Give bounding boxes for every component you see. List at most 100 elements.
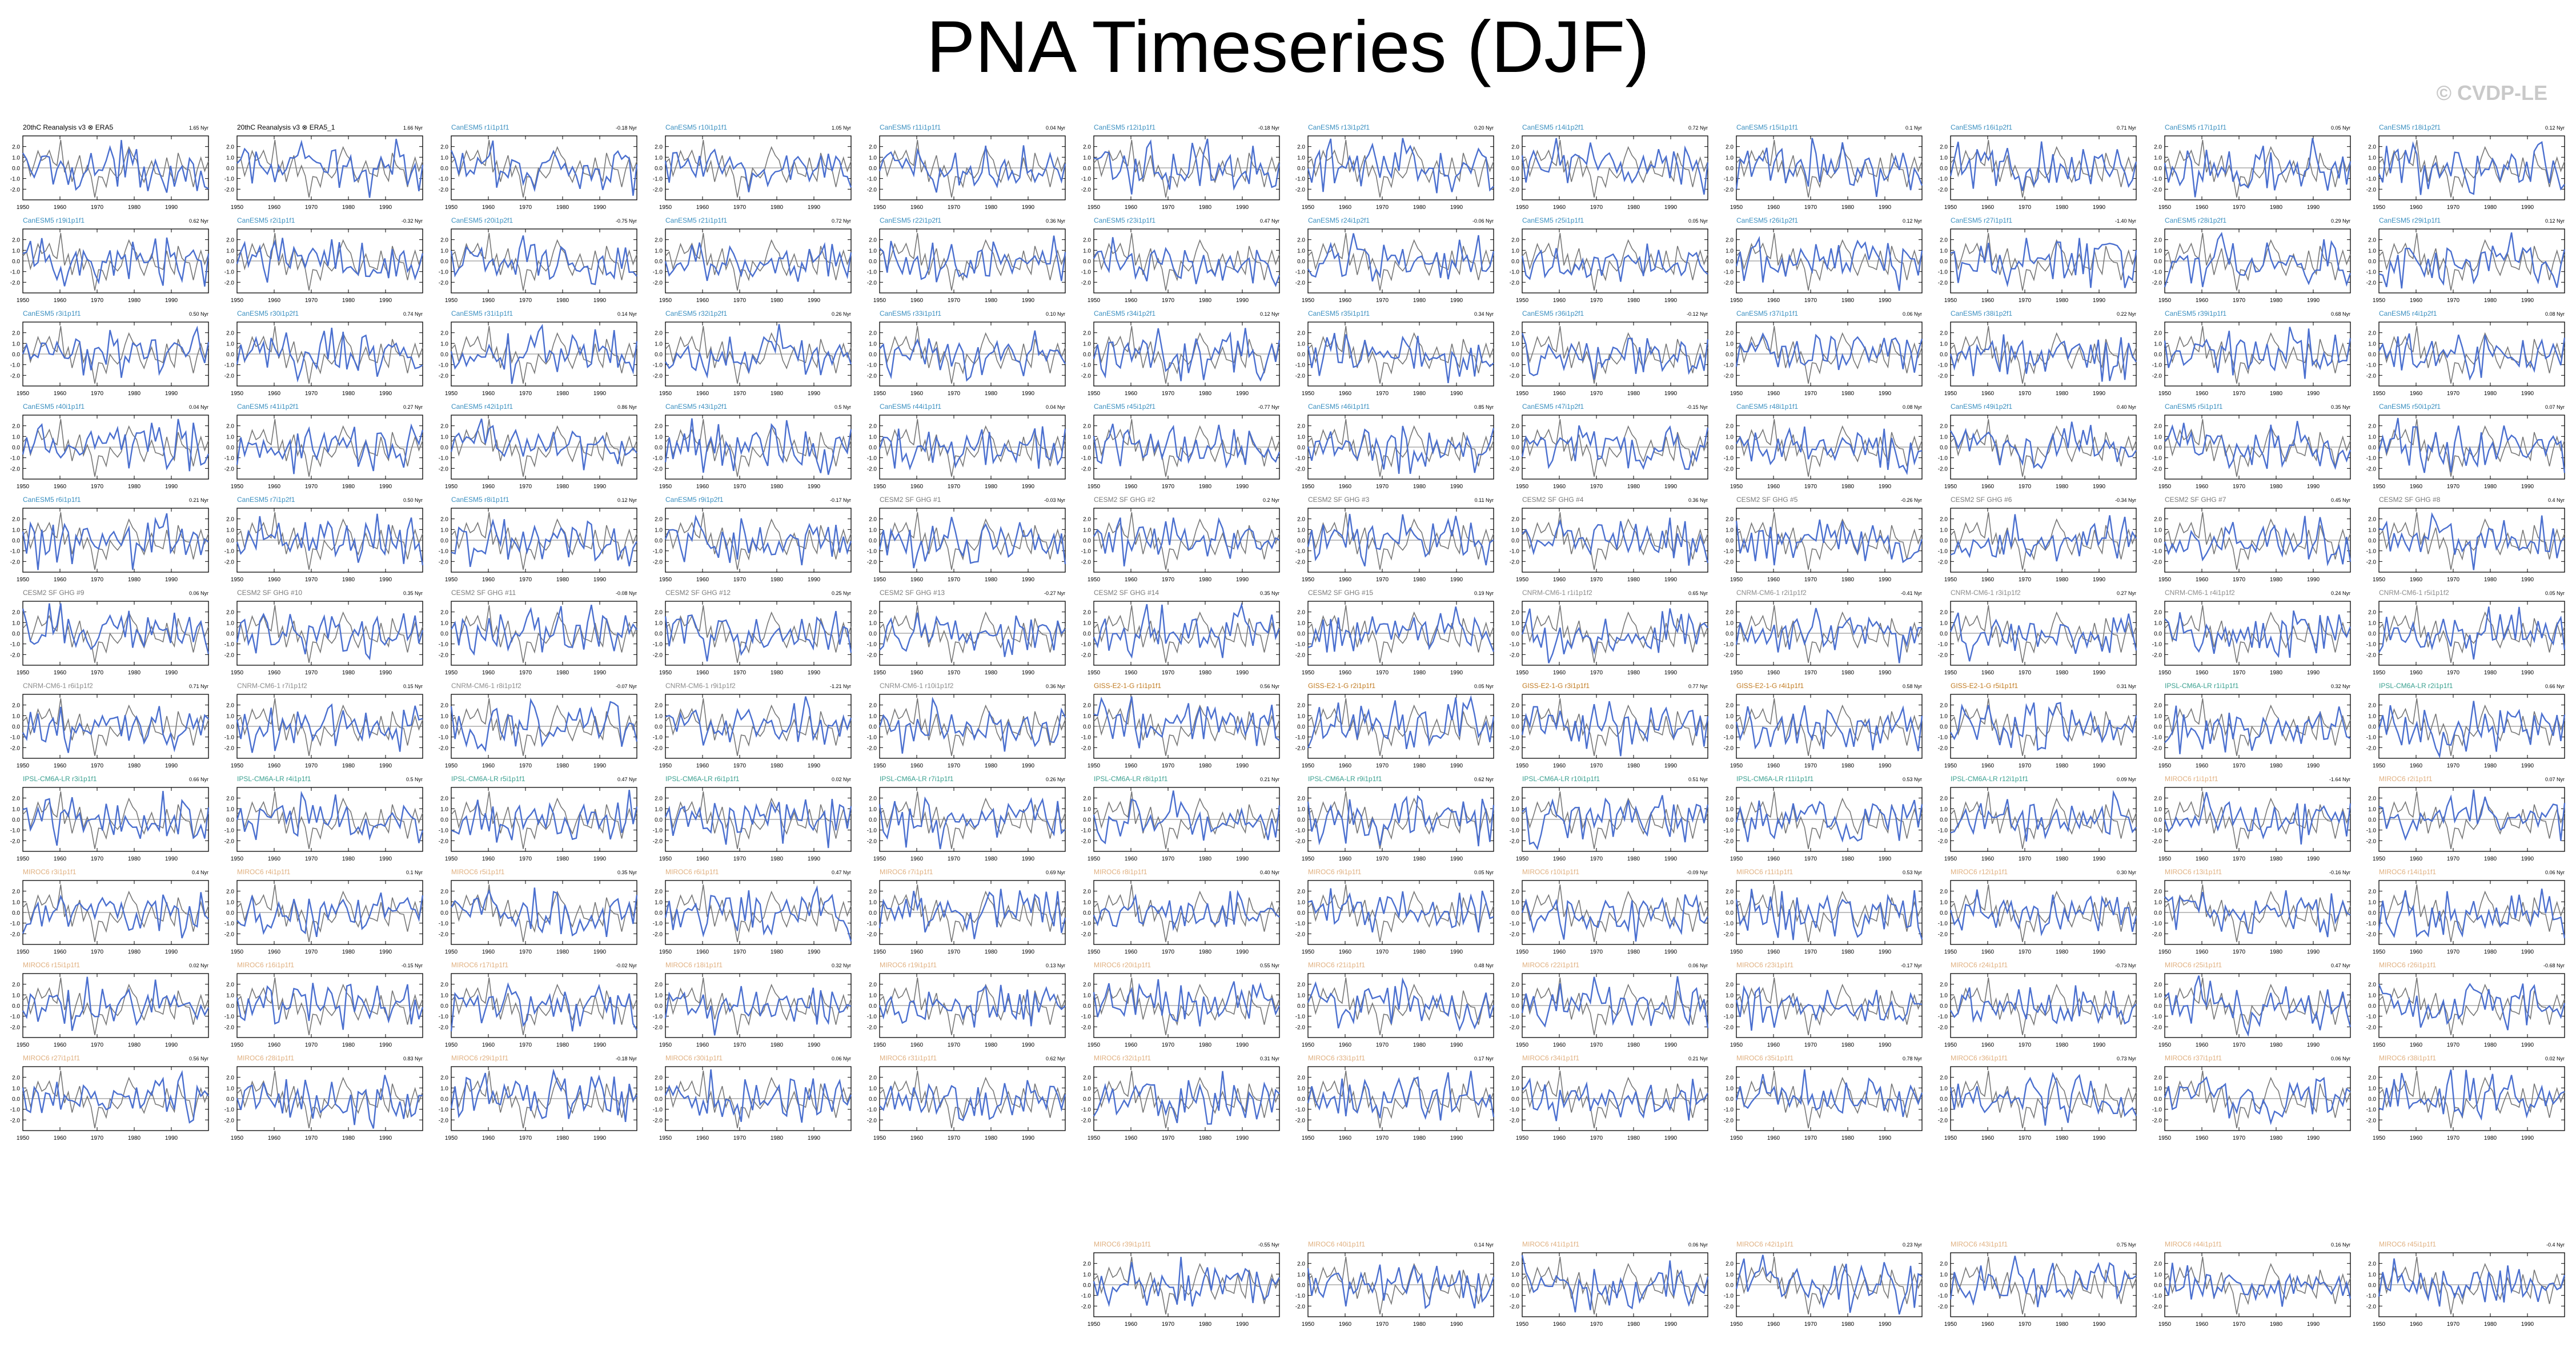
x-tick-label: 1990 xyxy=(2093,484,2106,490)
y-tick-label: 2.0 xyxy=(1511,982,1519,988)
x-tick-label: 1970 xyxy=(91,391,104,397)
panel-label: CanESM5 r4i1p2f1 xyxy=(2379,309,2437,317)
obs-series-line xyxy=(2378,419,2565,477)
x-tick-label: 1980 xyxy=(2270,391,2283,397)
y-tick-label: 0.0 xyxy=(655,166,663,172)
x-tick-label: 1960 xyxy=(54,670,67,676)
obs-series-line xyxy=(1093,1256,1280,1314)
y-tick-label: 1.0 xyxy=(2368,620,2376,626)
panel-trend-value: 0.31 Nyr xyxy=(1260,1056,1279,1061)
y-tick-label: 2.0 xyxy=(12,238,20,244)
x-tick-label: 1970 xyxy=(1590,763,1603,769)
y-tick-label: 2.0 xyxy=(2154,331,2162,337)
y-tick-label: -1.0 xyxy=(1724,270,1734,276)
y-tick-label: 1.0 xyxy=(1297,248,1305,254)
x-tick-label: 1990 xyxy=(808,297,821,304)
panel-label: MIROC6 r41i1p1f1 xyxy=(1522,1240,1579,1248)
x-tick-label: 1980 xyxy=(1199,391,1212,397)
panel-label: CanESM5 r39i1p1f1 xyxy=(2165,309,2226,317)
y-tick-label: -2.0 xyxy=(1081,652,1092,658)
x-tick-label: 1980 xyxy=(1413,391,1426,397)
y-tick-label: 1.0 xyxy=(1083,248,1091,254)
y-tick-label: -1.0 xyxy=(224,270,235,276)
x-tick-label: 1980 xyxy=(1841,670,1855,676)
y-tick-label: 2.0 xyxy=(1726,889,1734,895)
panel-trend-value: 0.5 Nyr xyxy=(406,777,423,782)
x-tick-label: 1950 xyxy=(1302,297,1315,304)
y-tick-label: 2.0 xyxy=(1726,610,1734,616)
x-tick-label: 1980 xyxy=(342,670,355,676)
x-tick-label: 1950 xyxy=(659,577,672,583)
model-series-line xyxy=(879,330,1066,382)
y-tick-label: 1.0 xyxy=(2154,341,2162,347)
y-tick-label: 1.0 xyxy=(2154,155,2162,161)
y-tick-label: 1.0 xyxy=(1083,527,1091,533)
y-tick-label: -1.0 xyxy=(1510,176,1520,183)
x-tick-label: 1960 xyxy=(1339,949,1352,955)
y-tick-label: 1.0 xyxy=(1297,341,1305,347)
panel-105: MIROC6 r11i1p1f1 0.53 Nyr2.01.00.0-1.0-2.… xyxy=(1724,868,1923,955)
model-series-line xyxy=(22,1069,209,1124)
obs-series-line xyxy=(451,232,637,291)
y-tick-label: -1.0 xyxy=(867,828,877,834)
y-tick-label: 0.0 xyxy=(1511,259,1519,265)
y-tick-label: -1.0 xyxy=(1510,1293,1520,1300)
obs-series-line xyxy=(2164,419,2351,477)
y-tick-label: 1.0 xyxy=(12,434,20,440)
x-tick-label: 1960 xyxy=(910,297,924,304)
y-tick-label: 1.0 xyxy=(12,992,20,999)
panel-121: MIROC6 r27i1p1f1 0.56 Nyr2.01.00.0-1.0-2.… xyxy=(10,1054,209,1141)
model-series-line xyxy=(22,140,209,193)
y-tick-label: 0.0 xyxy=(2154,910,2162,916)
y-tick-label: -2.0 xyxy=(224,559,235,565)
y-tick-label: -2.0 xyxy=(1081,373,1092,379)
x-tick-label: 1960 xyxy=(1553,484,1566,490)
x-tick-label: 1990 xyxy=(593,856,607,862)
x-tick-label: 1970 xyxy=(948,297,961,304)
panel-trend-value: 0.50 Nyr xyxy=(403,497,423,503)
y-tick-label: -2.0 xyxy=(2152,652,2162,658)
y-tick-label: -1.0 xyxy=(2366,456,2377,462)
x-tick-label: 1950 xyxy=(1516,856,1529,862)
y-tick-label: 1.0 xyxy=(12,341,20,347)
x-tick-label: 1970 xyxy=(2447,391,2460,397)
panel-124: MIROC6 r30i1p1f1 0.06 Nyr2.01.00.0-1.0-2.… xyxy=(653,1054,852,1141)
y-tick-label: -1.0 xyxy=(2152,1014,2162,1020)
panel-trend-value: -0.27 Nyr xyxy=(1044,590,1065,596)
x-tick-label: 1980 xyxy=(1627,484,1640,490)
panel-label: GISS-E2-1-G r3i1p1f1 xyxy=(1522,682,1590,690)
y-tick-label: 1.0 xyxy=(655,992,663,999)
x-tick-label: 1970 xyxy=(948,391,961,397)
x-tick-label: 1990 xyxy=(1879,297,1892,304)
x-tick-label: 1990 xyxy=(2307,670,2320,676)
y-tick-label: -2.0 xyxy=(1724,745,1734,751)
x-tick-label: 1980 xyxy=(342,484,355,490)
panel-label: CanESM5 r30i1p2f1 xyxy=(237,309,299,317)
x-tick-label: 1950 xyxy=(231,1042,244,1048)
x-tick-label: 1990 xyxy=(1236,949,1249,955)
model-series-line xyxy=(1093,890,1280,931)
y-tick-label: -1.0 xyxy=(1510,456,1520,462)
x-tick-label: 1980 xyxy=(2484,670,2497,676)
y-tick-label: 2.0 xyxy=(1083,610,1091,616)
panel-134: MIROC6 r40i1p1f1 0.14 Nyr2.01.00.0-1.0-2.… xyxy=(1295,1240,1495,1328)
y-tick-label: -2.0 xyxy=(653,1117,663,1124)
y-tick-label: -2.0 xyxy=(2152,466,2162,472)
x-tick-label: 1970 xyxy=(2233,484,2246,490)
x-tick-label: 1960 xyxy=(1767,577,1780,583)
x-tick-label: 1980 xyxy=(1199,1135,1212,1141)
x-tick-label: 1990 xyxy=(1022,1042,1035,1048)
model-series-line xyxy=(1307,888,1494,933)
y-tick-label: -2.0 xyxy=(867,280,877,286)
y-tick-label: 2.0 xyxy=(1940,238,1948,244)
y-tick-label: -1.0 xyxy=(1081,270,1092,276)
y-tick-label: 1.0 xyxy=(1726,620,1734,626)
x-tick-label: 1950 xyxy=(231,949,244,955)
y-tick-label: 1.0 xyxy=(226,899,234,906)
x-tick-label: 1960 xyxy=(268,1135,281,1141)
x-tick-label: 1980 xyxy=(2270,204,2283,211)
y-tick-label: -2.0 xyxy=(2366,1024,2377,1031)
y-tick-label: -1.0 xyxy=(1295,921,1306,927)
x-tick-label: 1980 xyxy=(1413,763,1426,769)
y-tick-label: 2.0 xyxy=(2368,238,2376,244)
